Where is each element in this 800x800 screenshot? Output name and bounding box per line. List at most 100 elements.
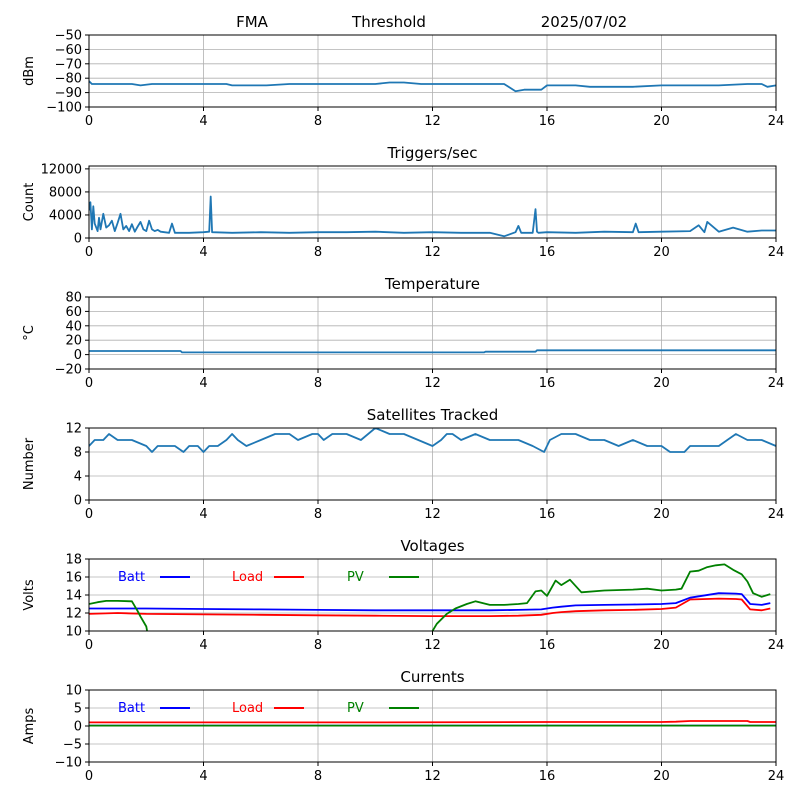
panel-noise: 0 4 8 12 16 20 24 −100−90−80−70−60−50 dBm	[22, 29, 784, 130]
y-tick-label: 0	[74, 720, 82, 735]
series-line-noise	[89, 80, 776, 93]
y-tick-label: 14	[65, 589, 82, 604]
x-tick-label: 24	[768, 638, 785, 653]
legend-label-pv: PV	[347, 701, 364, 716]
legend-label-pv: PV	[347, 570, 364, 585]
header-right: 2025/07/02	[541, 13, 627, 31]
x-tick-label: 20	[653, 114, 670, 129]
header-left: FMA	[236, 13, 269, 31]
y-tick-label: 10	[65, 625, 82, 640]
y-tick-label: −90	[55, 86, 82, 101]
x-tick-label: 12	[424, 638, 441, 653]
y-tick-label: −20	[55, 363, 82, 378]
y-axis-label: Amps	[22, 707, 37, 744]
x-tick-label: 12	[424, 376, 441, 391]
panel-title: Voltages	[400, 537, 464, 555]
x-tick-label: 16	[539, 638, 556, 653]
y-tick-label: 18	[65, 553, 82, 568]
x-tick-label: 16	[539, 507, 556, 522]
y-tick-label: −60	[55, 43, 82, 58]
y-tick-label: 5	[74, 702, 82, 717]
series-line-load	[89, 720, 776, 724]
x-tick-label: 8	[314, 245, 322, 260]
x-tick-label: 4	[199, 638, 207, 653]
x-tick-label: 4	[199, 507, 207, 522]
series-line-satellites	[89, 428, 776, 453]
x-tick-label: 16	[539, 769, 556, 784]
x-tick-label: 8	[314, 769, 322, 784]
y-tick-label: 16	[65, 571, 82, 586]
x-tick-label: 8	[314, 376, 322, 391]
panel-title: Satellites Tracked	[367, 406, 498, 424]
y-axis-label: dBm	[22, 56, 37, 86]
panel-title: Currents	[400, 668, 464, 686]
y-tick-label: 0	[74, 232, 82, 247]
x-tick-label: 12	[424, 114, 441, 129]
series-line-load	[89, 597, 771, 617]
y-tick-label: 8	[74, 446, 82, 461]
panel-triggers: 0 4 8 12 16 20 24 0 4000 8000 12000 Triggers/sec Cou…	[22, 144, 784, 260]
panel-currents: 0 4 8 12 16 20 24 −10 −5 0 5 10 Currents Amps Batt Load…	[22, 668, 784, 784]
y-tick-label: 12	[65, 607, 82, 622]
y-axis-label: °C	[22, 325, 37, 341]
y-tick-label: −80	[55, 72, 82, 87]
header-center: Threshold	[351, 13, 426, 31]
x-tick-label: 4	[199, 114, 207, 129]
x-tick-label: 16	[539, 245, 556, 260]
y-tick-label: 0	[74, 348, 82, 363]
x-tick-label: 0	[85, 245, 93, 260]
x-tick-label: 16	[539, 376, 556, 391]
x-tick-label: 0	[85, 114, 93, 129]
panel-satellites: 0 4 8 12 16 20 24 0 4 8 12 Satellites Tracked Number	[22, 406, 784, 522]
x-tick-label: 0	[85, 376, 93, 391]
x-tick-label: 20	[653, 769, 670, 784]
x-tick-label: 20	[653, 638, 670, 653]
y-tick-label: 12	[65, 422, 82, 437]
panel-title: Temperature	[384, 275, 480, 293]
x-tick-label: 8	[314, 507, 322, 522]
series-line-triggers	[89, 195, 776, 238]
y-tick-label: 80	[65, 291, 82, 306]
y-tick-label: 60	[65, 305, 82, 320]
y-tick-label: −10	[55, 756, 82, 771]
x-tick-label: 4	[199, 769, 207, 784]
y-tick-label: 4	[74, 470, 82, 485]
x-tick-label: 8	[314, 114, 322, 129]
y-axis-label: Volts	[22, 579, 37, 611]
series-line-pv	[89, 563, 771, 631]
x-tick-label: 24	[768, 507, 785, 522]
x-tick-label: 4	[199, 245, 207, 260]
x-tick-label: 4	[199, 376, 207, 391]
legend-label-load: Load	[232, 570, 263, 585]
y-axis-label: Number	[22, 437, 37, 490]
y-tick-label: −5	[63, 738, 82, 753]
y-tick-label: 8000	[49, 185, 82, 200]
x-tick-label: 20	[653, 507, 670, 522]
x-tick-label: 24	[768, 376, 785, 391]
x-tick-label: 20	[653, 245, 670, 260]
y-tick-label: 40	[65, 319, 82, 334]
x-tick-label: 12	[424, 507, 441, 522]
x-tick-label: 16	[539, 114, 556, 129]
series-line-temperature	[89, 349, 776, 354]
x-tick-label: 0	[85, 638, 93, 653]
x-tick-label: 8	[314, 638, 322, 653]
y-tick-label: −100	[46, 101, 82, 116]
x-tick-label: 12	[424, 245, 441, 260]
x-tick-label: 24	[768, 245, 785, 260]
legend-label-batt: Batt	[118, 701, 145, 716]
panel-title: Triggers/sec	[387, 144, 478, 162]
y-axis-label: Count	[22, 183, 37, 222]
y-tick-label: 10	[65, 684, 82, 699]
y-tick-label: 4000	[49, 208, 82, 223]
x-tick-label: 24	[768, 114, 785, 129]
series-line-batt	[89, 592, 771, 612]
x-tick-label: 20	[653, 376, 670, 391]
y-tick-label: 20	[65, 334, 82, 349]
y-tick-label: −50	[55, 29, 82, 44]
panel-voltages: 0 4 8 12 16 20 24 10 12 14 16 18 Voltages Volts Batt Lo…	[22, 537, 784, 653]
x-tick-label: 0	[85, 507, 93, 522]
